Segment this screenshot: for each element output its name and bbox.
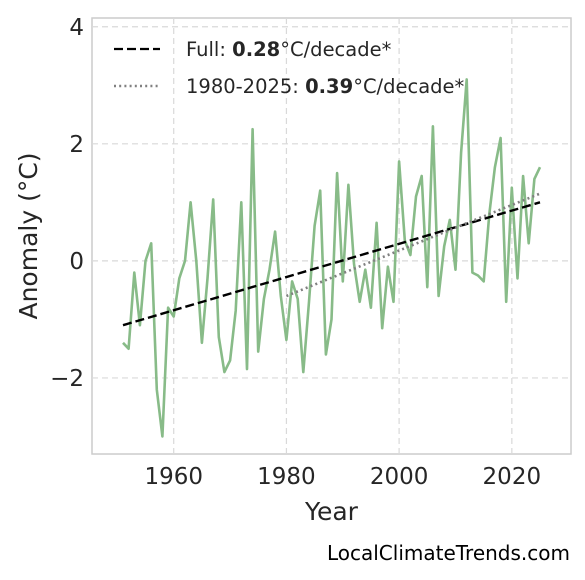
x-tick-labels: 1960 1980 2000 2020 xyxy=(144,464,541,490)
full-trend-line xyxy=(122,201,541,327)
series-lines xyxy=(122,78,542,438)
x-tick-label: 2020 xyxy=(483,464,542,490)
credit-text: LocalClimateTrends.com xyxy=(327,541,570,565)
y-tick-labels: −2 0 2 4 xyxy=(50,15,84,392)
x-tick-label: 1980 xyxy=(257,464,316,490)
y-tick-label: −2 xyxy=(50,366,84,392)
legend-label-full: Full: 0.28°C/decade* xyxy=(186,38,392,61)
recent-trend-line xyxy=(285,192,541,298)
x-tick-label: 1960 xyxy=(144,464,203,490)
plot-area xyxy=(91,17,572,455)
legend: Full: 0.28°C/decade* 1980-2025: 0.39°C/d… xyxy=(114,38,465,98)
y-axis-label: Anomaly (°C) xyxy=(14,152,43,319)
legend-label-recent: 1980-2025: 0.39°C/decade* xyxy=(186,75,465,98)
y-tick-label: 2 xyxy=(69,132,84,158)
anomaly-line xyxy=(122,78,542,438)
x-tick-label: 2000 xyxy=(370,464,429,490)
grid-lines xyxy=(92,18,571,454)
y-tick-label: 4 xyxy=(69,15,84,41)
x-axis-label: Year xyxy=(304,497,359,526)
y-tick-label: 0 xyxy=(69,249,84,275)
